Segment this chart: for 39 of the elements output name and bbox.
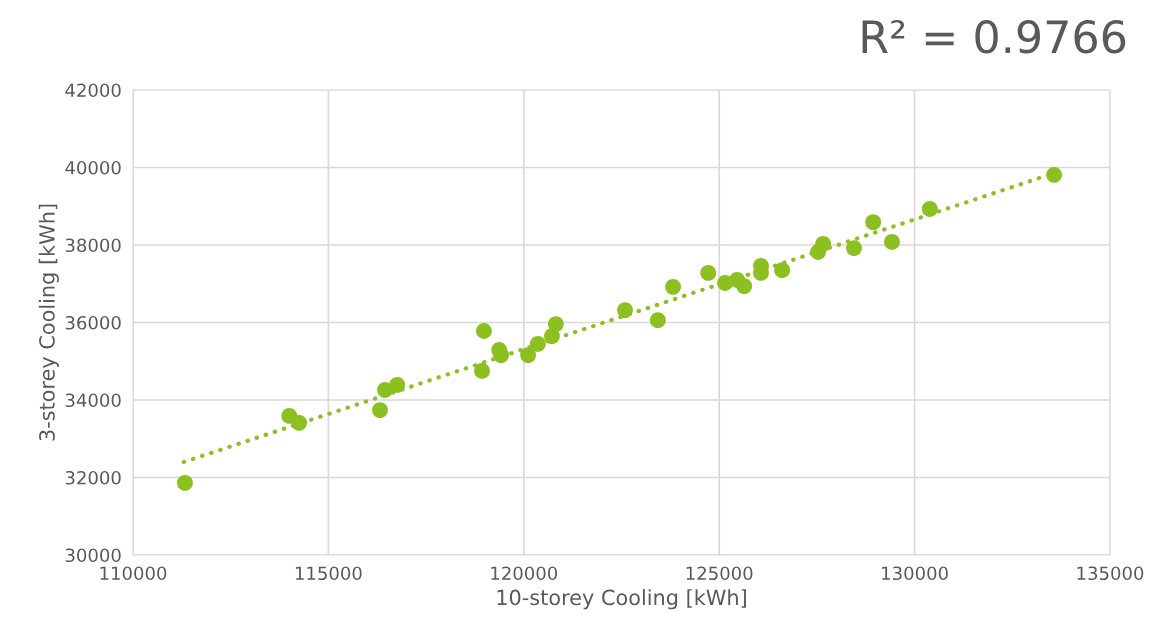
x-tick-label: 115000 [295, 566, 362, 581]
point [617, 302, 633, 319]
x-tick-label: 110000 [100, 566, 167, 581]
y-tick-label: 30000 [65, 548, 121, 563]
x-tick-label: 135000 [1077, 566, 1144, 581]
y-tick-label: 42000 [65, 83, 121, 98]
point [665, 278, 681, 295]
point [774, 262, 791, 279]
point [177, 475, 193, 491]
point [493, 347, 510, 363]
text: R² = 0.9766 [862, 19, 1126, 54]
point [547, 316, 564, 332]
x-axis-title: 10-storey Cooling [kWh] [497, 589, 746, 610]
point [529, 335, 546, 352]
y-tick-label: 36000 [65, 315, 121, 330]
point [474, 363, 490, 379]
point [815, 235, 832, 252]
x-tick-label: 125000 [686, 566, 753, 581]
point [921, 201, 938, 217]
y-tick-label: 34000 [65, 393, 121, 408]
point [884, 233, 900, 250]
point [476, 323, 492, 339]
point [649, 312, 666, 329]
x-tick-label: 130000 [882, 566, 948, 581]
point [736, 278, 753, 294]
point [291, 414, 308, 431]
point [700, 264, 717, 281]
point [865, 214, 882, 231]
y-tick-label: 38000 [65, 238, 121, 253]
y-axis-title: 3-storey Cooling [kWh] [38, 204, 59, 441]
point [372, 402, 388, 418]
y-tick-label: 32000 [65, 470, 121, 485]
point [389, 376, 406, 393]
point [1046, 166, 1063, 183]
point [520, 347, 537, 363]
x-tick-label: 120000 [491, 566, 558, 581]
point [377, 382, 393, 398]
point [846, 240, 862, 257]
y-tick-label: 40000 [65, 160, 121, 175]
